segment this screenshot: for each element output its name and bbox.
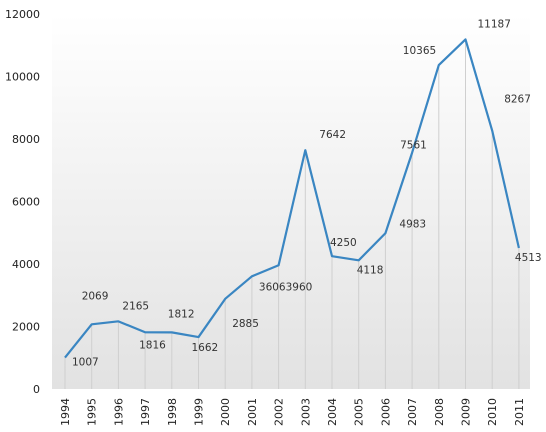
data-label: 2885 (232, 318, 259, 330)
x-tick-label: 2002 (273, 398, 286, 426)
x-tick-label: 1999 (193, 398, 206, 426)
x-tick-label: 2010 (486, 398, 499, 426)
y-tick-label: 4000 (12, 258, 40, 271)
x-tick-label: 1995 (86, 398, 99, 426)
data-label: 7642 (319, 129, 346, 141)
vertical-guides (64, 39, 520, 389)
x-tick-label: 1998 (166, 398, 179, 426)
data-label: 8267 (504, 94, 531, 106)
data-label: 1007 (72, 357, 99, 369)
data-label: 3960 (286, 281, 313, 293)
data-label: 11187 (478, 18, 511, 30)
data-label: 7561 (400, 140, 427, 152)
y-axis-ticks: 0 2000 4000 6000 8000 10000 12000 (5, 8, 40, 396)
x-tick-label: 2000 (219, 398, 232, 426)
data-label: 1816 (139, 339, 166, 351)
data-label: 1812 (168, 308, 195, 320)
x-tick-label: 1996 (112, 398, 125, 426)
y-tick-label: 6000 (12, 196, 40, 209)
data-labels: 1007 2069 2165 1816 1812 1662 2885 3606 3960 7642… (72, 18, 542, 368)
x-tick-label: 2004 (326, 398, 339, 426)
data-label: 4250 (330, 237, 357, 249)
data-label: 4118 (357, 264, 384, 276)
data-label: 2069 (82, 290, 109, 302)
data-label: 2165 (122, 300, 149, 312)
x-tick-label: 2005 (353, 398, 366, 426)
series-line (64, 38, 520, 359)
y-tick-label: 8000 (12, 133, 40, 146)
x-tick-label: 2006 (379, 398, 392, 426)
x-tick-label: 1997 (139, 398, 152, 426)
x-tick-label: 2001 (246, 398, 259, 426)
x-tick-label: 2003 (299, 398, 312, 426)
y-tick-label: 2000 (12, 321, 40, 334)
y-tick-label: 0 (33, 383, 40, 396)
y-tick-label: 12000 (5, 8, 40, 21)
x-tick-label: 1994 (59, 398, 72, 426)
data-label: 4513 (515, 252, 542, 264)
y-tick-label: 10000 (5, 71, 40, 84)
x-tick-label: 2007 (406, 398, 419, 426)
data-label: 10365 (403, 45, 436, 57)
x-tick-label: 2011 (513, 398, 526, 426)
x-axis-ticks: 1994 1995 1996 1997 1998 1999 2000 2001 2002 2003… (59, 398, 526, 426)
x-tick-label: 2008 (433, 398, 446, 426)
data-label: 4983 (399, 218, 426, 230)
x-tick-label: 2009 (460, 398, 473, 426)
plot-background (52, 14, 530, 389)
data-label: 3606 (259, 281, 286, 293)
data-label: 1662 (192, 342, 219, 354)
